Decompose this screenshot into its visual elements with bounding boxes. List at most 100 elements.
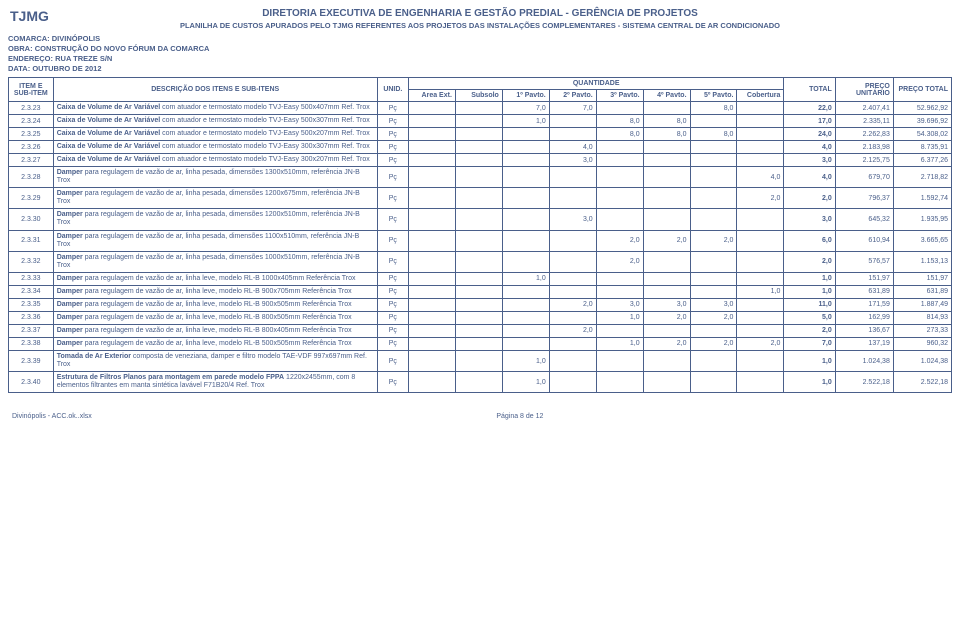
cell-qty <box>408 350 455 371</box>
cell-qty <box>502 141 549 154</box>
cell-qty <box>596 324 643 337</box>
th-item: ITEM E SUB-ITEM <box>9 78 54 102</box>
cell-qty <box>737 209 784 230</box>
cell-qty: 3,0 <box>549 154 596 167</box>
cell-qty <box>643 324 690 337</box>
cell-pu: 679,70 <box>835 167 893 188</box>
cell-qty: 7,0 <box>502 102 549 115</box>
table-row: 2.3.24Caixa de Volume de Ar Variável com… <box>9 115 952 128</box>
cell-qty: 1,0 <box>502 115 549 128</box>
cell-qty <box>690 209 737 230</box>
table-row: 2.3.37Damper para regulagem de vazão de … <box>9 324 952 337</box>
table-row: 2.3.27Caixa de Volume de Ar Variável com… <box>9 154 952 167</box>
cell-qty <box>502 337 549 350</box>
cell-qty: 8,0 <box>596 115 643 128</box>
cell-qty <box>737 230 784 251</box>
cell-qty <box>408 115 455 128</box>
cell-qty: 1,0 <box>502 272 549 285</box>
cell-item: 2.3.33 <box>9 272 54 285</box>
cell-qty <box>408 230 455 251</box>
cell-qty: 2,0 <box>737 337 784 350</box>
cell-unid: Pç <box>377 154 408 167</box>
cell-pt: 3.665,65 <box>893 230 951 251</box>
cell-qty <box>502 188 549 209</box>
cell-qty <box>408 128 455 141</box>
cell-unid: Pç <box>377 311 408 324</box>
th-desc: DESCRIÇÃO DOS ITENS E SUB-ITENS <box>53 78 377 102</box>
data-label: DATA: <box>8 64 30 73</box>
cell-pt: 631,89 <box>893 285 951 298</box>
cell-total: 17,0 <box>784 115 835 128</box>
cell-qty <box>643 188 690 209</box>
meta-comarca: COMARCA: DIVINÓPOLIS <box>8 34 952 43</box>
cell-qty <box>596 272 643 285</box>
cell-qty: 8,0 <box>643 128 690 141</box>
cell-qty <box>502 285 549 298</box>
cell-pt: 54.308,02 <box>893 128 951 141</box>
cell-qty <box>455 272 502 285</box>
cell-qty <box>643 251 690 272</box>
cell-pt: 8.735,91 <box>893 141 951 154</box>
data-value: OUTUBRO DE 2012 <box>32 64 101 73</box>
cell-pu: 576,57 <box>835 251 893 272</box>
cell-qty <box>408 285 455 298</box>
cell-total: 3,0 <box>784 154 835 167</box>
title-line-2: PLANILHA DE CUSTOS APURADOS PELO TJMG RE… <box>8 21 952 30</box>
cell-qty <box>643 141 690 154</box>
cell-qty <box>502 311 549 324</box>
cell-pt: 52.962,92 <box>893 102 951 115</box>
cell-total: 24,0 <box>784 128 835 141</box>
cell-desc: Damper para regulagem de vazão de ar, li… <box>53 209 377 230</box>
cell-qty <box>690 272 737 285</box>
cell-qty <box>737 115 784 128</box>
cell-pu: 1.024,38 <box>835 350 893 371</box>
cell-total: 7,0 <box>784 337 835 350</box>
cell-qty <box>549 372 596 393</box>
cell-qty <box>455 154 502 167</box>
cell-qty: 2,0 <box>643 230 690 251</box>
cell-qty: 2,0 <box>690 337 737 350</box>
cell-qty: 7,0 <box>549 102 596 115</box>
endereco-value: RUA TREZE S/N <box>55 54 112 63</box>
cell-qty <box>549 230 596 251</box>
th-qty-group: QUANTIDADE <box>408 78 783 90</box>
cell-item: 2.3.37 <box>9 324 54 337</box>
comarca-label: COMARCA: <box>8 34 50 43</box>
cell-pu: 137,19 <box>835 337 893 350</box>
th-p2: 2º Pavto. <box>549 90 596 102</box>
cell-unid: Pç <box>377 128 408 141</box>
cell-qty: 2,0 <box>596 251 643 272</box>
cell-unid: Pç <box>377 272 408 285</box>
th-p3: 3º Pavto. <box>596 90 643 102</box>
cell-qty <box>690 324 737 337</box>
cell-qty <box>596 141 643 154</box>
cell-qty <box>455 251 502 272</box>
cell-qty <box>502 167 549 188</box>
cell-pt: 273,33 <box>893 324 951 337</box>
cell-qty: 1,0 <box>737 285 784 298</box>
cell-qty: 2,0 <box>643 337 690 350</box>
cell-qty <box>596 372 643 393</box>
cell-qty <box>455 209 502 230</box>
cell-pt: 6.377,26 <box>893 154 951 167</box>
cell-qty <box>455 102 502 115</box>
footer-left: Divinópolis - ACC.ok..xlsx <box>12 413 92 420</box>
footer-center: Página 8 de 12 <box>496 413 543 420</box>
cell-qty <box>408 337 455 350</box>
cell-qty <box>596 154 643 167</box>
cell-pu: 796,37 <box>835 188 893 209</box>
cell-qty <box>455 115 502 128</box>
table-row: 2.3.36Damper para regulagem de vazão de … <box>9 311 952 324</box>
cell-qty <box>690 167 737 188</box>
cell-unid: Pç <box>377 115 408 128</box>
cell-total: 4,0 <box>784 167 835 188</box>
cell-pu: 645,32 <box>835 209 893 230</box>
cell-total: 3,0 <box>784 209 835 230</box>
cell-unid: Pç <box>377 298 408 311</box>
th-area-ext: Area Ext. <box>408 90 455 102</box>
cell-desc: Damper para regulagem de vazão de ar, li… <box>53 188 377 209</box>
cell-qty: 8,0 <box>690 102 737 115</box>
cell-qty <box>690 188 737 209</box>
cell-unid: Pç <box>377 188 408 209</box>
cell-desc: Caixa de Volume de Ar Variável com atuad… <box>53 154 377 167</box>
